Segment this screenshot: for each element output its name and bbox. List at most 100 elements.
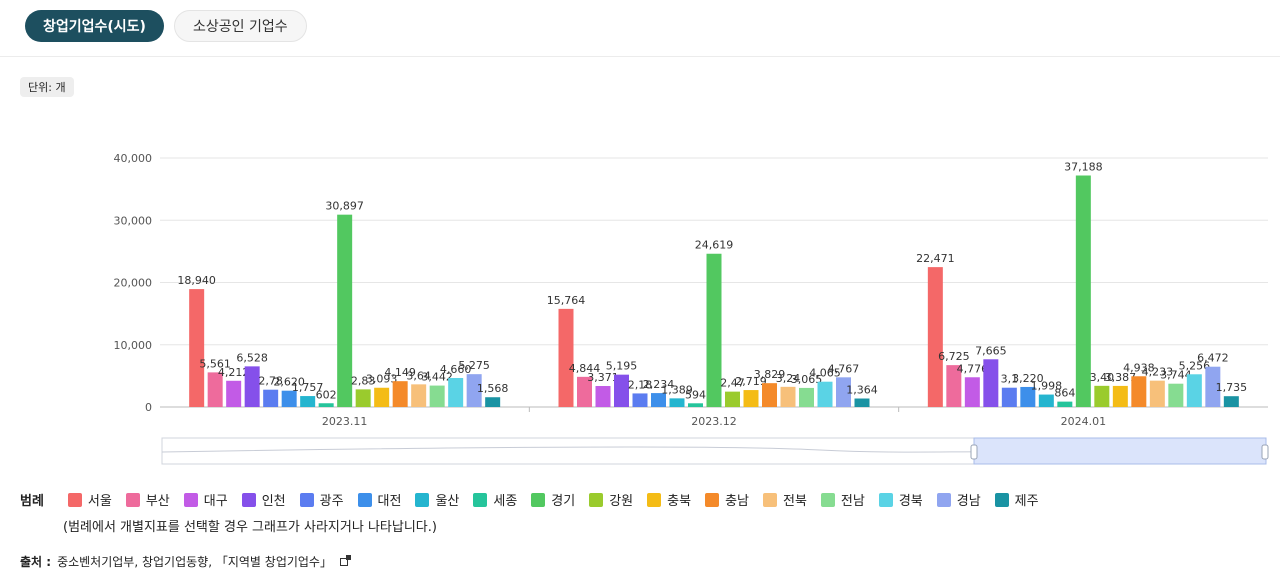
bar[interactable] — [189, 289, 204, 407]
bar[interactable] — [1131, 376, 1146, 407]
bar[interactable] — [744, 390, 759, 407]
data-label: 7,665 — [975, 344, 1007, 357]
legend-swatch — [647, 493, 661, 507]
legend-item[interactable]: 울산 — [415, 490, 459, 509]
bar[interactable] — [983, 359, 998, 407]
bar[interactable] — [393, 381, 408, 407]
bar[interactable] — [263, 390, 278, 407]
navigator-selection[interactable] — [974, 438, 1266, 464]
bar[interactable] — [485, 397, 500, 407]
bar[interactable] — [337, 215, 352, 407]
data-label: 1,364 — [846, 384, 878, 397]
bar[interactable] — [614, 375, 629, 407]
bar[interactable] — [688, 403, 703, 407]
data-label: 22,471 — [916, 252, 955, 265]
legend-swatch — [937, 493, 951, 507]
legend-swatch — [821, 493, 835, 507]
tab-bar: 창업기업수(시도) 소상공인 기업수 — [25, 10, 307, 42]
data-label: 6,472 — [1197, 352, 1229, 365]
legend-swatch — [68, 493, 82, 507]
legend-item[interactable]: 세종 — [473, 490, 517, 509]
bar[interactable] — [300, 396, 315, 407]
legend-item[interactable]: 전남 — [821, 490, 865, 509]
bar[interactable] — [596, 386, 611, 407]
data-label: 1,735 — [1216, 381, 1248, 394]
bar[interactable] — [965, 377, 980, 407]
legend-swatch — [589, 493, 603, 507]
legend-item[interactable]: 대구 — [184, 490, 228, 509]
bar[interactable] — [818, 382, 833, 407]
legend-item[interactable]: 경기 — [531, 490, 575, 509]
legend-swatch — [879, 493, 893, 507]
navigator-handle-right[interactable] — [1262, 445, 1268, 459]
bar[interactable] — [1094, 386, 1109, 407]
bar[interactable] — [1057, 402, 1072, 407]
data-label: 24,619 — [695, 239, 734, 252]
source-label: 출처 : — [20, 553, 51, 570]
data-label: 30,897 — [325, 200, 364, 213]
bar[interactable] — [1187, 374, 1202, 407]
data-label: 6,528 — [236, 351, 268, 364]
data-label: 15,764 — [547, 294, 586, 307]
navigator-handle-left[interactable] — [971, 445, 977, 459]
legend-item[interactable]: 서울 — [68, 490, 112, 509]
bar[interactable] — [707, 254, 722, 407]
legend-item[interactable]: 강원 — [589, 490, 633, 509]
bar[interactable] — [1150, 381, 1165, 407]
bar[interactable] — [1076, 176, 1091, 407]
legend-label: 인천 — [262, 490, 286, 509]
legend-label: 부산 — [146, 490, 170, 509]
bar[interactable] — [245, 366, 260, 407]
bar[interactable] — [633, 393, 648, 407]
legend-note: (범례에서 개별지표를 선택할 경우 그래프가 사라지거나 나타납니다.) — [63, 516, 437, 535]
legend-item[interactable]: 전북 — [763, 490, 807, 509]
legend-label: 경기 — [551, 490, 575, 509]
bar[interactable] — [1168, 384, 1183, 407]
bar[interactable] — [670, 398, 685, 407]
legend-item[interactable]: 경남 — [937, 490, 981, 509]
legend-item[interactable]: 인천 — [242, 490, 286, 509]
legend-swatch — [358, 493, 372, 507]
bar[interactable] — [762, 383, 777, 407]
data-label: 5,275 — [458, 359, 490, 372]
bar[interactable] — [356, 389, 371, 407]
bar[interactable] — [928, 267, 943, 407]
bar[interactable] — [1113, 386, 1128, 407]
data-label: 594 — [685, 388, 706, 401]
legend-label: 전북 — [783, 490, 807, 509]
bar[interactable] — [226, 381, 241, 407]
x-tick-label: 2024.01 — [1061, 415, 1107, 428]
external-link-icon[interactable] — [340, 558, 348, 566]
bar[interactable] — [319, 403, 334, 407]
legend-item[interactable]: 충북 — [647, 490, 691, 509]
bar[interactable] — [781, 387, 796, 407]
bar[interactable] — [1224, 396, 1239, 407]
legend-swatch — [184, 493, 198, 507]
legend-item[interactable]: 부산 — [126, 490, 170, 509]
legend-item[interactable]: 경북 — [879, 490, 923, 509]
legend-label: 강원 — [609, 490, 633, 509]
legend-item[interactable]: 광주 — [300, 490, 344, 509]
bar[interactable] — [411, 384, 426, 407]
bar[interactable] — [1039, 395, 1054, 407]
bar[interactable] — [855, 399, 870, 407]
bar[interactable] — [725, 392, 740, 407]
tab-startup-count[interactable]: 창업기업수(시도) — [25, 10, 164, 42]
bar[interactable] — [559, 309, 574, 407]
bar[interactable] — [374, 388, 389, 407]
x-tick-label: 2023.12 — [691, 415, 737, 428]
legend-item[interactable]: 제주 — [995, 490, 1039, 509]
legend-label: 울산 — [435, 490, 459, 509]
legend-label: 세종 — [493, 490, 517, 509]
bar[interactable] — [430, 386, 445, 407]
legend-title: 범례 — [20, 490, 44, 509]
bar[interactable] — [1002, 388, 1017, 407]
legend-label: 경남 — [957, 490, 981, 509]
bar[interactable] — [799, 388, 814, 407]
legend-label: 광주 — [320, 490, 344, 509]
legend-label: 서울 — [88, 490, 112, 509]
bar[interactable] — [448, 378, 463, 407]
legend-item[interactable]: 충남 — [705, 490, 749, 509]
tab-small-business-count[interactable]: 소상공인 기업수 — [174, 10, 307, 42]
legend-item[interactable]: 대전 — [358, 490, 402, 509]
